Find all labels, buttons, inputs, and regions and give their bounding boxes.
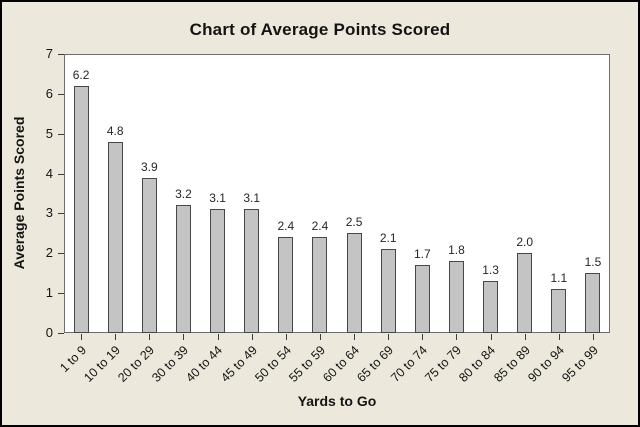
y-tick-mark [58, 253, 64, 255]
bar-value-label: 1.5 [584, 255, 602, 270]
bar [73, 85, 89, 333]
bar-value-label: 2.1 [379, 231, 397, 246]
bar [346, 233, 362, 333]
x-tick-mark [285, 334, 287, 340]
y-tick-mark [58, 293, 64, 295]
x-tick-label: 60 to 64 [320, 343, 362, 385]
y-tick-mark [58, 93, 64, 95]
x-tick-label: 20 to 29 [115, 343, 158, 385]
y-tick-mark [58, 133, 64, 135]
y-tick-label: 3 [45, 205, 53, 221]
bar-value-label: 3.9 [140, 159, 158, 174]
x-tick-mark [422, 334, 424, 340]
x-tick-mark [319, 334, 321, 340]
x-axis-title: Yards to Go [297, 393, 377, 409]
x-tick-label: 40 to 44 [183, 343, 226, 385]
x-tick-mark [558, 334, 560, 340]
bar [244, 209, 260, 333]
bar-value-label: 1.1 [550, 271, 568, 286]
bar [278, 237, 294, 333]
x-tick-mark [388, 334, 390, 340]
x-tick-label: 45 to 49 [217, 343, 260, 385]
x-tick-label: 80 to 84 [456, 343, 499, 385]
bar [483, 281, 499, 333]
bar-value-label: 4.8 [106, 123, 124, 138]
y-tick-label: 6 [45, 85, 53, 101]
y-tick-mark [58, 213, 64, 215]
bar [210, 209, 226, 333]
bar-value-label: 2.4 [311, 219, 329, 234]
x-tick-label: 30 to 39 [149, 343, 192, 385]
y-tick-mark [58, 173, 64, 175]
x-tick-mark [524, 334, 526, 340]
bar [175, 205, 191, 333]
x-tick-mark [115, 334, 117, 340]
chart-title: Chart of Average Points Scored [189, 20, 451, 39]
x-tick-label: 10 to 19 [81, 343, 124, 385]
bar-value-label: 2.5 [345, 215, 363, 230]
bar-value-label: 3.2 [175, 187, 192, 202]
bar [585, 273, 601, 333]
x-tick-label: 90 to 94 [524, 343, 567, 385]
bar-value-label: 3.1 [209, 191, 226, 206]
y-tick-label: 1 [45, 285, 53, 301]
x-tick-mark [81, 334, 83, 340]
bar [414, 265, 430, 333]
bar-value-label: 1.7 [413, 247, 431, 262]
y-tick-label: 4 [45, 165, 53, 181]
x-tick-mark [149, 334, 151, 340]
y-tick-label: 2 [45, 245, 53, 261]
bar-value-label: 6.2 [72, 67, 90, 82]
x-tick-mark [456, 334, 458, 340]
x-tick-label: 70 to 74 [388, 343, 431, 385]
y-tick-mark [58, 333, 64, 334]
bar-value-label: 2.4 [277, 219, 295, 234]
bar [312, 237, 328, 333]
bar [551, 289, 567, 333]
bar-value-label: 1.3 [482, 263, 499, 278]
bar [517, 253, 533, 333]
x-tick-mark [490, 334, 492, 340]
x-tick-label: 85 to 89 [490, 343, 533, 385]
y-tick-label: 5 [45, 125, 53, 141]
x-tick-label: 65 to 69 [354, 343, 397, 385]
bar [107, 141, 123, 333]
y-tick-label: 0 [45, 325, 53, 340]
x-tick-label: 50 to 54 [251, 343, 294, 385]
x-tick-mark [217, 334, 219, 340]
bar-value-label: 2.0 [516, 235, 534, 250]
bar-value-label: 1.8 [448, 243, 465, 258]
x-tick-mark [354, 334, 356, 340]
x-tick-mark [183, 334, 185, 340]
x-tick-mark [592, 334, 594, 340]
x-tick-label: 55 to 59 [285, 343, 328, 385]
y-tick-label: 7 [45, 46, 53, 61]
bar [141, 177, 157, 333]
y-tick-mark [58, 54, 64, 55]
bar-value-label: 3.1 [243, 191, 261, 206]
bar [448, 261, 464, 333]
x-tick-mark [251, 334, 253, 340]
bar [380, 249, 396, 333]
x-tick-label: 75 to 79 [422, 343, 465, 385]
x-tick-label: 95 to 99 [558, 343, 601, 385]
